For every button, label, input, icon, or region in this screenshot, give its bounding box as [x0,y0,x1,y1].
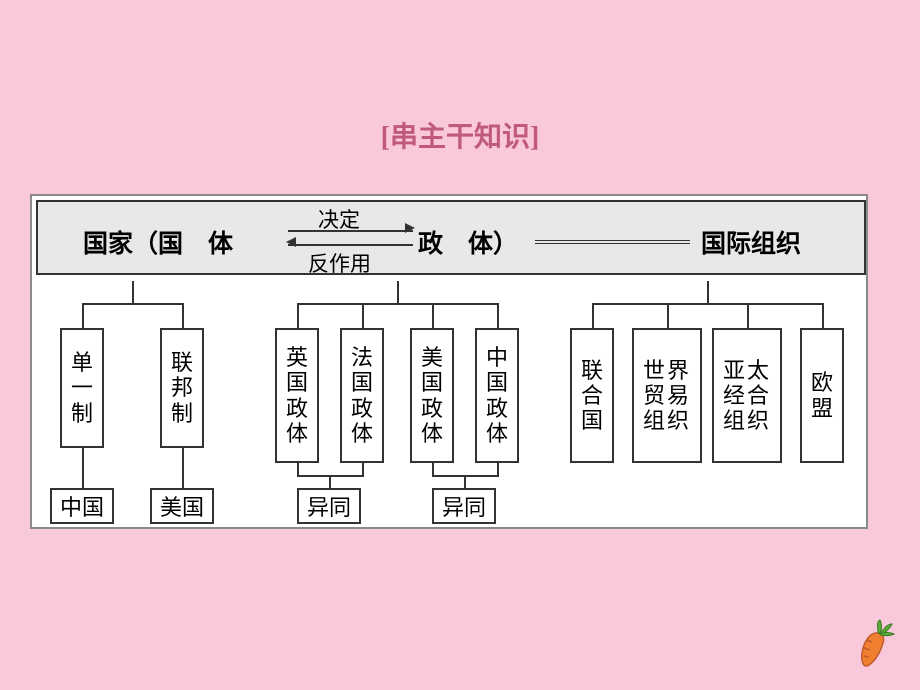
header-left: 国家（国 体 [83,224,233,260]
box-g3-3: 欧盟 [800,328,844,463]
box-l3-g1-0-label: 中国 [60,490,104,522]
double-connector [535,240,690,244]
box-g1-1-label: 联邦制 [171,350,193,426]
conn-g2-c2 [362,303,364,328]
box-g3-0-label: 联合国 [581,358,603,434]
conn-l3-g2-a2 [362,463,364,475]
conn-g1-root [132,281,134,303]
box-g1-0: 单一制 [60,328,104,448]
conn-g3-c4 [822,303,824,328]
box-l3-g2-0-label: 异同 [307,490,351,522]
conn-g1-c1 [82,303,84,328]
box-g3-2: 亚太经合组织 [712,328,782,463]
box-g2-3-label: 中国政体 [486,345,508,446]
arrow-determines [288,230,413,232]
box-l3-g1-0: 中国 [50,488,114,524]
header-box: 国家（国 体 决定 反作用 政 体） 国际组织 [36,200,866,275]
page-title: [串主干知识] [0,115,920,155]
conn-l3-g1-c1 [82,448,84,488]
conn-g2-c1 [297,303,299,328]
box-g2-3: 中国政体 [475,328,519,463]
header-right: 国际组织 [701,224,801,260]
conn-l3-g2-a1 [297,463,299,475]
box-g2-1-label: 法国政体 [351,345,373,446]
box-g3-2-label: 亚太经合组织 [723,358,771,434]
conn-g2-c4 [497,303,499,328]
box-l3-g1-1: 美国 [150,488,214,524]
conn-g3-c1 [592,303,594,328]
box-g2-2-label: 美国政体 [421,345,443,446]
arrow-reacts [288,244,413,246]
box-l3-g1-1-label: 美国 [160,490,204,522]
carrot-icon [856,618,898,668]
conn-g3-c2 [667,303,669,328]
conn-g2-c3 [432,303,434,328]
conn-g2-hbar [297,303,499,305]
box-l3-g2-1-label: 异同 [442,490,486,522]
rel-bottom-label: 反作用 [308,248,371,278]
box-g2-0-label: 英国政体 [286,345,308,446]
conn-l3-g1-c2 [182,448,184,488]
conn-g1-hbar [82,303,184,305]
box-g3-3-label: 欧盟 [811,370,833,421]
box-g3-0: 联合国 [570,328,614,463]
box-g2-0: 英国政体 [275,328,319,463]
box-l3-g2-0: 异同 [297,488,361,524]
header-mid: 政 体） [418,224,518,260]
conn-l3-g2-bv [464,475,466,488]
conn-l3-g2-b1 [432,463,434,475]
conn-g3-root [707,281,709,303]
box-g3-1: 世界贸易组织 [632,328,702,463]
box-g1-1: 联邦制 [160,328,204,448]
box-l3-g2-1: 异同 [432,488,496,524]
box-g2-1: 法国政体 [340,328,384,463]
conn-l3-g2-b2 [497,463,499,475]
conn-l3-g2-av [329,475,331,488]
conn-g2-root [397,281,399,303]
diagram-container: 国家（国 体 决定 反作用 政 体） 国际组织 单一制 联邦制 英国政体 法国政… [30,194,868,529]
box-g2-2: 美国政体 [410,328,454,463]
conn-g3-hbar [592,303,824,305]
box-g3-1-label: 世界贸易组织 [643,358,691,434]
conn-g1-c2 [182,303,184,328]
conn-g3-c3 [747,303,749,328]
box-g1-0-label: 单一制 [71,350,93,426]
